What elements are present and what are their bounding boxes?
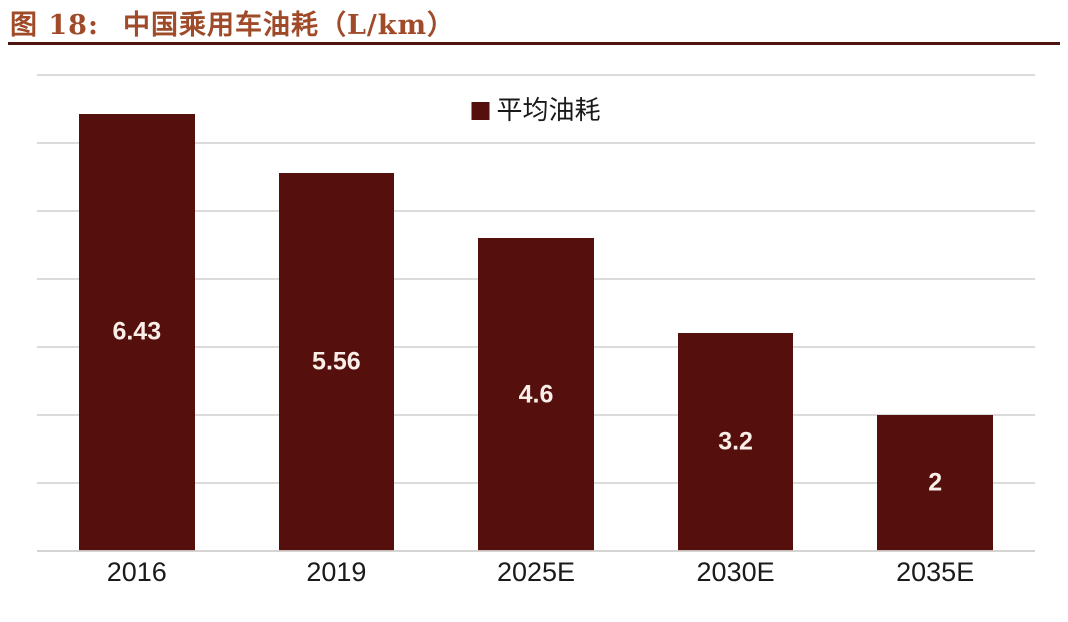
bar-value-label: 5.56 [312,347,361,376]
bar-value-label: 6.43 [112,317,162,346]
title-divider [8,42,1060,45]
x-axis-labels: 2016 2019 2025E 2030E 2035E [37,557,1035,588]
gridline [37,210,1035,212]
bar-value-label: 2 [928,468,943,497]
bar-value-label: 3.2 [718,427,753,456]
x-axis-label-2035E: 2035E [896,557,975,587]
figure-title-text: 中国乘用车油耗（L/km） [122,9,456,41]
bar-2035E: 2 [877,415,994,551]
bar-value-label: 4.6 [518,380,554,409]
bar-2025E: 4.6 [478,238,594,551]
legend-marker [471,102,490,120]
x-axis-label-2025E: 2025E [496,557,576,587]
bar-slot: 5.56 [237,75,437,551]
gridline [37,142,1035,144]
x-axis-line [37,550,1035,552]
bar-slot: 2 [835,75,1035,551]
figure-title: 图 18: 中国乘用车油耗（L/km） [10,5,456,41]
bar-2019: 5.56 [278,172,395,551]
bar-2030E: 3.2 [677,333,794,551]
x-axis-label-2019: 2019 [306,557,367,587]
bar-slot: 6.43 [37,75,237,551]
plot-area: 6.43 5.56 4.6 3.2 2 平均油耗 [37,74,1035,552]
x-axis-label-2030E: 2030E [696,557,775,587]
bar-slot: 3.2 [636,75,836,551]
figure-number: 图 18: [10,9,99,41]
bar-slot: 4.6 [436,75,636,551]
x-axis-label-2016: 2016 [106,557,167,587]
bar-2016: 6.43 [78,113,195,551]
legend: 平均油耗 [471,96,601,126]
legend-label: 平均油耗 [496,96,601,126]
bars: 6.43 5.56 4.6 3.2 2 [37,75,1035,551]
gridline [37,74,1035,76]
